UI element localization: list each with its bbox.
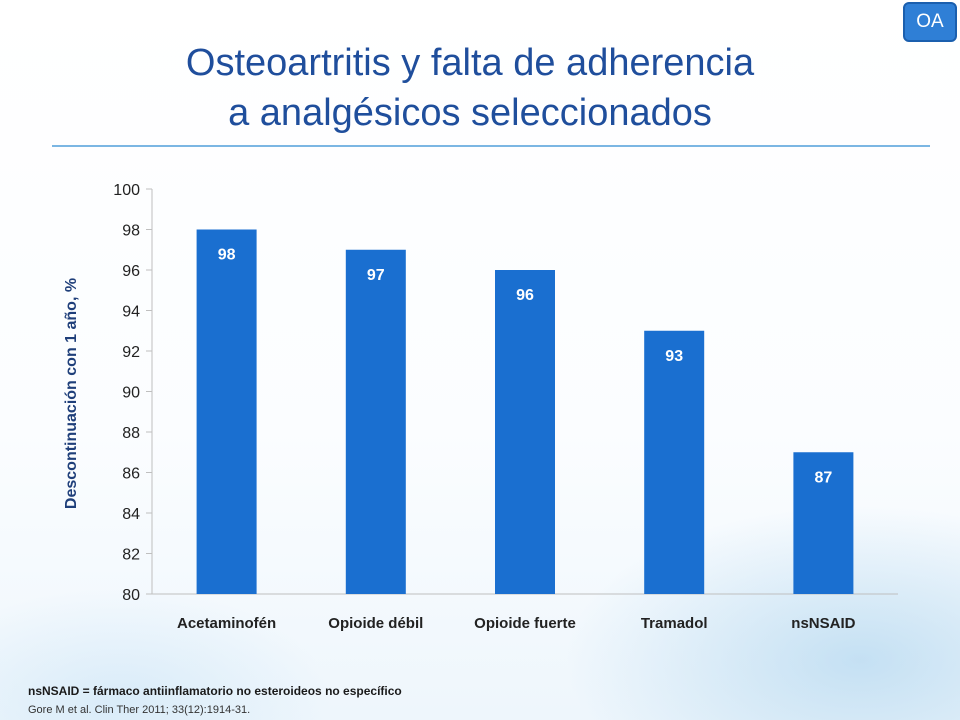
data-label: 93 [665,348,683,365]
y-tick-label: 100 [113,182,140,199]
title-divider [52,145,930,147]
y-tick-label: 82 [122,547,140,564]
oa-badge[interactable]: OA [903,2,957,42]
bar [644,330,705,594]
data-label: 98 [218,247,236,264]
y-tick-label: 86 [122,466,140,483]
y-tick-label: 92 [122,344,140,361]
data-label: 96 [516,287,534,304]
y-axis-title: Descontinuación con 1 año, % [63,278,80,509]
x-tick-label: nsNSAID [791,615,855,632]
y-tick-label: 94 [122,304,140,321]
y-tick-label: 80 [122,587,140,604]
slide-title: Osteoartritis y falta de adherencia a an… [60,38,880,138]
slide-title-line-2: a analgésicos seleccionados [228,92,712,134]
data-label: 97 [367,267,385,284]
y-tick-label: 88 [122,425,140,442]
bar [793,452,854,594]
data-label: 87 [815,469,833,486]
reference-text: Gore M et al. Clin Ther 2011; 33(12):191… [28,704,251,716]
y-tick-label: 84 [122,506,140,523]
x-tick-label: Opioide fuerte [474,615,576,632]
y-tick-label: 96 [122,263,140,280]
x-tick-label: Tramadol [641,615,708,632]
reference: Gore M et al. Clin Ther 2011; 33(12):191… [28,704,250,716]
footnote: nsNSAID = fármaco antiinflamatorio no es… [28,684,402,698]
bar [495,270,555,594]
x-tick-label: Opioide débil [328,615,423,632]
y-tick-label: 90 [122,385,140,402]
x-tick-label: Acetaminofén [177,615,276,632]
bar [196,229,257,594]
y-tick-label: 98 [122,223,140,240]
bar [345,249,406,594]
slide-title-line-1: Osteoartritis y falta de adherencia [185,42,755,84]
